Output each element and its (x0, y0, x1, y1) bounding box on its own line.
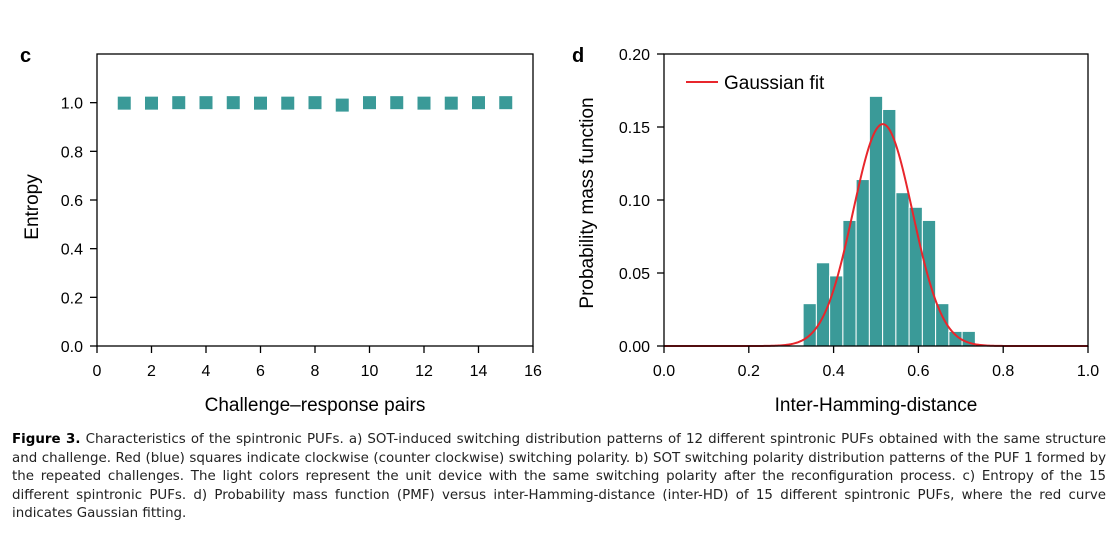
panel-d-histogram-bar (842, 219, 857, 347)
panel-c-y-tick-label: 0.4 (61, 242, 83, 259)
panel-c-entropy-point (335, 98, 349, 112)
panel-c-y-tick-label: 0.0 (61, 339, 83, 356)
panel-d-y-tick-label: 0.05 (619, 266, 650, 283)
panel-d-x-tick-label: 0.2 (738, 363, 760, 380)
panel-c-entropy-point (117, 96, 131, 110)
panel-c-label: c (20, 45, 31, 67)
panel-d-histogram-bars (802, 95, 976, 347)
panel-d-histogram-bar (855, 179, 870, 347)
panel-d-y-tick-label: 0.15 (619, 120, 650, 137)
panel-c-x-tick-label: 14 (470, 363, 488, 380)
panel-d-x-tick-label: 0.0 (653, 363, 675, 380)
panel-c-x-tick-label: 8 (311, 363, 320, 380)
panel-d-x-axis-label: Inter-Hamming-distance (775, 395, 978, 416)
panel-c-x-tick-label: 10 (361, 363, 379, 380)
panel-d-x-ticks: 0.0 0.2 0.4 0.6 0.8 1.0 (653, 346, 1099, 380)
panel-c-entropy-point (499, 96, 513, 110)
panel-d-x-tick-label: 0.4 (822, 363, 844, 380)
panel-d-y-axis-label: Probability mass function (577, 97, 598, 308)
panel-d-x-tick-label: 1.0 (1077, 363, 1099, 380)
panel-c-x-tick-label: 4 (202, 363, 211, 380)
panel-c-entropy-point (254, 96, 267, 110)
figure: c 0 2 4 6 8 10 12 14 16 0.0 0.2 0.4 0.6 0.8 1.0 Chall… (20, 45, 1099, 416)
panel-c-entropy-point (472, 96, 485, 110)
panel-c-entropy-point (444, 96, 458, 110)
panel-d-y-tick-label: 0.10 (619, 193, 650, 210)
panel-c-x-tick-label: 16 (524, 363, 542, 380)
panel-c-entropy-point (145, 96, 158, 110)
panel-d-histogram-bar (829, 275, 844, 347)
panel-c-entropy-point (363, 96, 376, 110)
panel-c-y-tick-label: 0.2 (61, 290, 83, 307)
panel-d-legend: Gaussian fit (686, 73, 825, 94)
legend-gaussian-fit-label: Gaussian fit (724, 73, 825, 94)
panel-c-x-tick-label: 0 (93, 363, 102, 380)
figure-caption: Figure 3. Characteristics of the spintro… (12, 431, 1106, 524)
panel-d-x-tick-label: 0.6 (907, 363, 929, 380)
panel-c-y-axis-label: Entropy (22, 174, 43, 240)
panel-c-entropy-chart: c 0 2 4 6 8 10 12 14 16 0.0 0.2 0.4 0.6 0.8 1.0 Chall… (20, 45, 542, 416)
figure-caption-label: Figure 3. (12, 432, 81, 447)
panel-c-entropy-point (226, 96, 240, 110)
panel-c-y-ticks: 0.0 0.2 0.4 0.6 0.8 1.0 (61, 96, 97, 356)
panel-c-entropy-point (417, 96, 431, 110)
panel-c-entropy-point (308, 96, 322, 110)
panel-c-entropy-point (172, 96, 186, 110)
panel-d-histogram-bar (868, 95, 884, 347)
panel-c-entropy-point (390, 96, 404, 110)
panel-d-label: d (572, 45, 584, 67)
panel-c-x-ticks: 0 2 4 6 8 10 12 14 16 (93, 346, 542, 380)
panel-d-y-ticks: 0.00 0.05 0.10 0.15 0.20 (619, 47, 664, 356)
panel-d-x-tick-label: 0.8 (992, 363, 1014, 380)
panel-c-x-tick-label: 2 (147, 363, 156, 380)
panel-d-y-tick-label: 0.00 (619, 339, 650, 356)
panel-c-x-tick-label: 6 (256, 363, 265, 380)
panel-c-entropy-point (199, 96, 213, 110)
panel-d-pmf-chart: d 0.0 0.2 0.4 0.6 0.8 1.0 0.00 0.05 0.10 0.15 0.2… (572, 45, 1099, 416)
panel-c-y-tick-label: 0.8 (61, 144, 83, 161)
figure-caption-text: Characteristics of the spintronic PUFs. … (12, 432, 1106, 521)
panel-c-y-tick-label: 1.0 (61, 96, 83, 113)
panel-c-y-tick-label: 0.6 (61, 193, 83, 210)
panel-c-x-axis-label: Challenge–response pairs (205, 395, 426, 416)
panel-d-histogram-bar (882, 108, 897, 347)
panel-c-data-points (117, 96, 513, 112)
panel-d-y-tick-label: 0.20 (619, 47, 650, 64)
panel-c-x-tick-label: 12 (415, 363, 433, 380)
panel-d-histogram-bar (895, 192, 910, 347)
panel-c-entropy-point (281, 96, 295, 110)
